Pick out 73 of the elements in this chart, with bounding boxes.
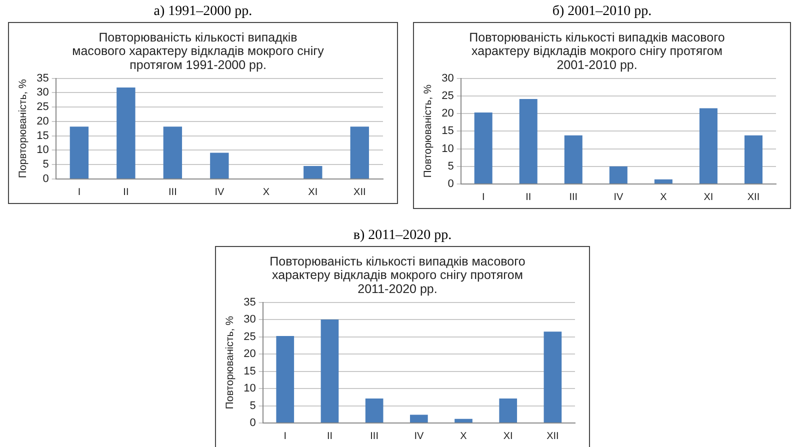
x-tick-label: II [326,430,333,442]
bar [474,112,492,184]
y-tick-label: 25 [244,330,256,343]
bar [410,414,428,422]
x-tick-label: III [168,186,177,198]
x-tick-label: X [660,192,668,203]
y-tick-label: 15 [244,365,256,378]
x-tick-label: I [78,186,81,198]
y-tick-label: 25 [36,101,49,114]
x-tick-label: I [482,192,485,203]
y-tick-label: 15 [36,130,49,142]
bar [304,166,322,178]
text: а) 1991–2000 рр. [152,3,254,21]
text: б) 2001–2010 рр. [551,3,653,21]
y-tick-label: 35 [36,72,49,84]
bar [499,398,518,422]
bar [609,166,628,184]
x-tick-label: I [284,430,287,442]
bar [163,126,182,178]
y-tick-label: 0 [448,178,454,190]
y-axis-title: Повторюваність, % [422,84,434,178]
text: в) 2011–2020 рр. [352,227,453,245]
bar [320,320,339,422]
x-tick-label: IV [414,430,424,442]
y-tick-label: 10 [244,382,256,395]
y-tick-label: 20 [442,108,454,120]
bar [744,135,762,184]
chart-title: Повторюваність кількості випадків масового характеру відкладів мокрого снігу протягом 2001-2010 рр. [469,30,725,72]
y-tick-label: 20 [244,348,256,360]
bar [210,152,229,178]
bar [654,179,672,184]
y-tick-label: 30 [244,314,256,326]
bar [70,126,89,178]
bar [519,99,538,184]
x-tick-label: IV [214,186,224,198]
bar [699,108,718,184]
y-tick-label: 5 [250,400,256,412]
y-tick-label: 10 [442,142,454,155]
y-tick-label: 0 [42,173,49,186]
y-tick-label: 15 [442,125,454,138]
x-tick-label: II [526,192,532,203]
x-tick-label: XI [308,186,318,198]
y-axis-title: Порвторюваність, % [17,79,30,178]
x-tick-label: X [460,430,468,442]
x-tick-label: XII [354,186,366,198]
chart-title: Повторюваність кількості випадків масового характеру відкладів мокрого снігу протягом 1991-2000 рр. [72,30,325,72]
x-tick-label: XI [503,430,513,442]
bar [544,332,562,422]
x-tick-label: X [262,186,270,198]
x-tick-label: XI [704,192,714,203]
chart-title: Повторюваність кількості випадків масового характеру відкладів мокрого снігу протягом 2011-2020 рр. [270,254,526,296]
y-tick-label: 30 [36,86,49,99]
x-tick-label: III [569,192,578,203]
y-tick-label: 35 [244,296,256,308]
x-tick-label: III [370,430,378,442]
bar [365,398,384,422]
x-tick-label: XII [546,430,559,442]
bar [276,336,294,422]
bar [350,126,369,178]
x-tick-label: IV [614,192,624,203]
y-axis-title: Повторюваність, % [224,316,236,410]
y-tick-label: 20 [36,115,49,128]
y-tick-label: 10 [36,144,49,156]
bar [564,135,582,184]
bar [116,87,136,178]
y-tick-label: 5 [448,160,454,172]
y-tick-label: 25 [442,90,454,102]
y-tick-label: 0 [250,417,256,430]
x-tick-label: XII [747,192,760,203]
y-tick-label: 5 [42,158,49,171]
bar [454,418,472,422]
y-tick-label: 30 [442,72,454,84]
x-tick-label: II [123,186,129,198]
